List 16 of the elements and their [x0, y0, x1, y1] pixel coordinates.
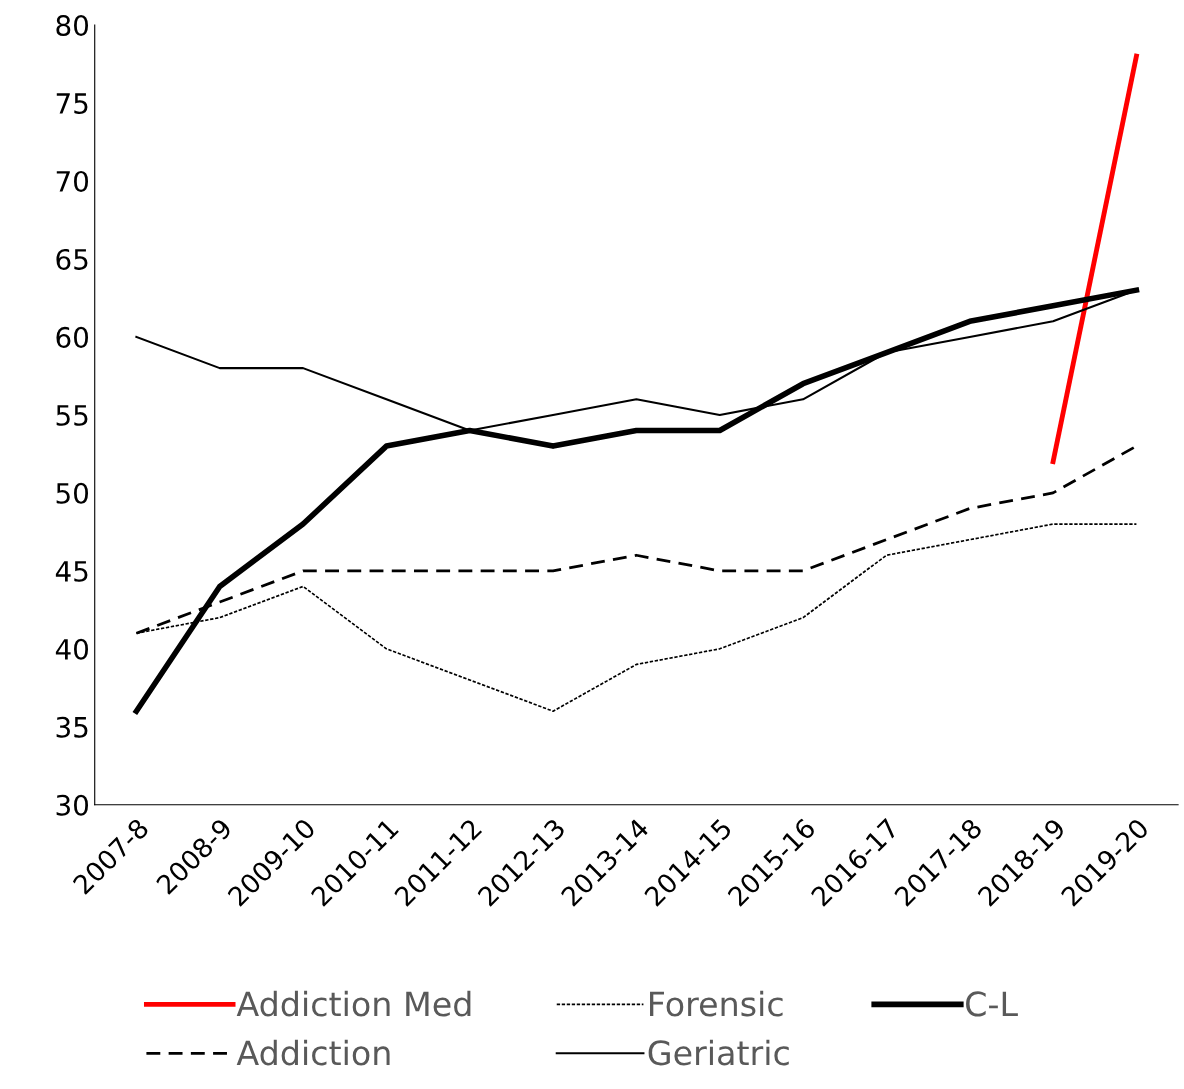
- y-tick-label: 55: [56, 405, 88, 426]
- y-tick-label: 65: [56, 248, 88, 270]
- legend-label: Geriatric: [648, 1039, 789, 1066]
- legend-label: Addiction Med: [236, 990, 471, 1017]
- y-tick-label: 45: [55, 561, 88, 582]
- legend-label: C-L: [966, 991, 1018, 1017]
- y-tick-label: 35: [56, 716, 88, 738]
- y-tick-label: 40: [55, 638, 89, 660]
- y-tick-label: 80: [56, 14, 89, 36]
- y-tick-label: 60: [56, 326, 89, 348]
- y-tick-label: 50: [56, 482, 89, 504]
- y-tick-label: 75: [56, 93, 88, 114]
- y-tick-label: 70: [56, 170, 89, 192]
- legend-label: Forensic: [650, 990, 783, 1017]
- legend-label: Addiction: [236, 1039, 390, 1066]
- y-tick-label: 30: [56, 794, 89, 816]
